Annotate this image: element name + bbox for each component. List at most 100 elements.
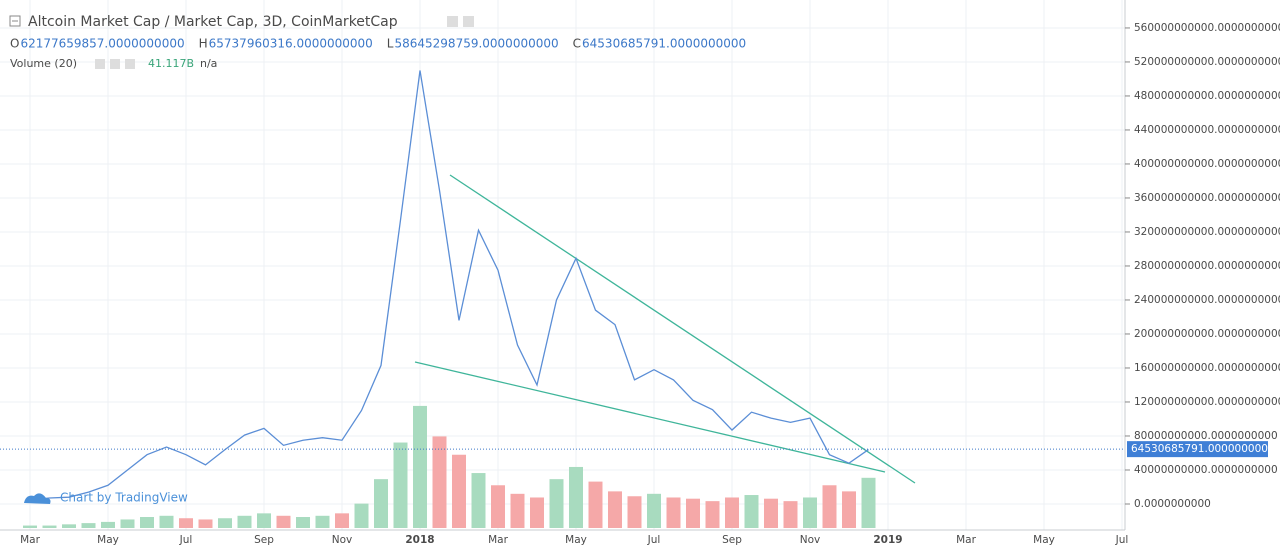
y-tick-label: 0.0000000000	[1134, 498, 1211, 510]
y-tick-label: 360000000000.0000000000	[1134, 192, 1280, 204]
ohlc-value: 58645298759.0000000000	[394, 37, 558, 51]
volume-bar	[218, 518, 232, 528]
volume-bar	[101, 521, 115, 528]
volume-bar	[744, 495, 759, 528]
volume-bar	[81, 523, 96, 528]
y-tick-label: 80000000000.0000000000	[1134, 430, 1278, 442]
volume-bar	[296, 517, 310, 528]
volume-bar	[569, 466, 583, 528]
volume-bar	[257, 513, 271, 528]
volume-value: 41.117B	[148, 57, 194, 70]
icon[interactable]	[110, 59, 120, 69]
volume-bar	[120, 519, 135, 528]
grid	[0, 0, 1125, 530]
close-icon[interactable]	[463, 16, 474, 27]
trendline	[414, 361, 886, 473]
x-tick-label: Jul	[1115, 534, 1129, 546]
x-tick-label: Nov	[332, 534, 353, 546]
ohlc-key: O	[10, 37, 19, 51]
volume-bar	[705, 501, 720, 528]
x-tick-label: Jul	[647, 534, 661, 546]
y-tick-label: 200000000000.0000000000	[1134, 328, 1280, 340]
volume-bar	[198, 519, 213, 528]
volume-bar	[842, 491, 856, 528]
volume-bar	[42, 525, 57, 528]
volume-bar	[159, 515, 174, 528]
volume-bar	[627, 496, 642, 528]
volume-bar	[588, 481, 603, 528]
volume-bar	[530, 497, 544, 528]
volume-bar	[140, 517, 154, 528]
volume-bar	[471, 473, 486, 528]
x-tick-label: 2018	[405, 534, 434, 546]
legend: Altcoin Market Cap / Market Cap, 3D, Coi…	[9, 14, 746, 70]
volume-bar	[764, 498, 778, 528]
volume-bar	[822, 485, 837, 528]
x-tick-label: May	[565, 534, 587, 546]
volume-bar	[413, 405, 427, 528]
y-tick-label: 280000000000.0000000000	[1134, 260, 1280, 272]
volume-bar	[237, 515, 252, 528]
volume-label: Volume (20)	[10, 57, 77, 70]
collapse-icon[interactable]	[9, 15, 21, 27]
volume-bar	[725, 497, 739, 528]
volume-bar	[335, 513, 349, 528]
axes: 0.0000000000 40000000000.0000000000 800000…	[20, 22, 1280, 546]
volume-bar	[23, 525, 37, 528]
volume-bar	[179, 518, 193, 528]
ohlc-value: 65737960316.0000000000	[209, 37, 373, 51]
volume-bar	[452, 454, 466, 528]
x-tick-label: Jul	[179, 534, 193, 546]
x-tick-label: Nov	[800, 534, 821, 546]
last-price-box	[1127, 441, 1268, 458]
volume-bar	[491, 485, 505, 528]
volume-ma: n/a	[200, 57, 217, 70]
y-tick-label: 240000000000.0000000000	[1134, 294, 1280, 306]
volume-bar	[549, 479, 564, 528]
volume-bar	[354, 503, 369, 528]
ohlc-value: 62177659857.0000000000	[20, 37, 184, 51]
watermark-text: Chart by TradingView	[60, 491, 188, 505]
volume-bar	[803, 497, 817, 528]
volume-bar	[783, 501, 798, 528]
x-tick-label: May	[1033, 534, 1055, 546]
y-tick-label: 480000000000.0000000000	[1134, 90, 1280, 102]
volume-bar	[62, 524, 76, 528]
volume-bar	[666, 497, 681, 528]
volume-bar	[432, 436, 447, 528]
volume-bar	[393, 442, 408, 528]
volume-bar	[315, 515, 330, 528]
volume	[23, 405, 876, 528]
ohlc: O 62177659857.0000000000 H 65737960316.0000…	[10, 37, 746, 51]
volume-bar	[647, 493, 661, 528]
price-line	[29, 70, 869, 501]
x-tick-label: Mar	[488, 534, 508, 546]
trendline	[449, 174, 916, 484]
ohlc-key: L	[387, 37, 394, 51]
volume-bar	[608, 491, 622, 528]
y-tick-label: 560000000000.0000000000	[1134, 22, 1280, 34]
y-tick-label: 400000000000.0000000000	[1134, 158, 1280, 170]
settings-icon[interactable]	[447, 16, 458, 27]
volume-bar	[374, 479, 388, 528]
y-tick-label: 160000000000.0000000000	[1134, 362, 1280, 374]
logo	[24, 493, 51, 504]
last-price-label: 64530685791.0000000000	[1131, 443, 1275, 455]
ohlc-value: 64530685791.0000000000	[582, 37, 746, 51]
y-tick-label: 40000000000.0000000000	[1134, 464, 1278, 476]
y-tick-label: 440000000000.0000000000	[1134, 124, 1280, 136]
y-tick-label: 520000000000.0000000000	[1134, 56, 1280, 68]
y-tick-label: 120000000000.0000000000	[1134, 396, 1280, 408]
ohlc-key: H	[199, 37, 208, 51]
icon[interactable]	[95, 59, 105, 69]
x-tick-label: Mar	[956, 534, 976, 546]
volume-bar	[276, 515, 291, 528]
icon[interactable]	[125, 59, 135, 69]
x-tick-label: May	[97, 534, 119, 546]
x-tick-label: Sep	[722, 534, 742, 546]
volume-bar	[510, 493, 525, 528]
price	[0, 70, 1125, 501]
x-tick-label: Sep	[254, 534, 274, 546]
